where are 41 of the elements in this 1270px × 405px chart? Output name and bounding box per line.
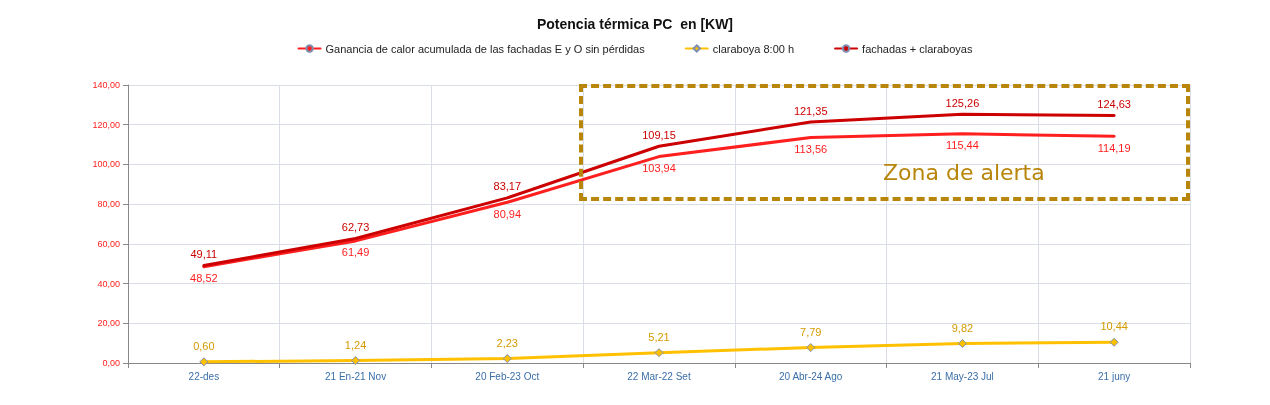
y-tick-label: 0,00 (102, 358, 120, 368)
y-tick-label: 40,00 (97, 278, 120, 289)
y-tick-label: 60,00 (97, 238, 120, 249)
data-label: 2,23 (496, 336, 518, 349)
annotation: Zona de alerta (883, 160, 1045, 185)
data-label: 115,44 (946, 139, 979, 152)
y-tick-label: 80,00 (97, 199, 120, 210)
data-label: 124,63 (1097, 98, 1131, 111)
y-tick-label: 120,00 (92, 119, 120, 130)
x-tick-label: 20 Abr-24 Ago (779, 370, 843, 382)
x-tick-label: 22-des (188, 370, 220, 382)
x-tick-label: 21 En-21 Nov (324, 370, 387, 382)
y-tick-label: 20,00 (97, 318, 120, 329)
legend-label: fachadas + claraboyas (862, 42, 973, 55)
x-tick-label: 21 May-23 Jul (931, 370, 994, 382)
data-label: 121,35 (793, 104, 828, 117)
data-label: 10,44 (1100, 320, 1128, 333)
legend-label: Ganancia de calor acumulada de las fachadas E y O sin pérdidas (325, 42, 646, 55)
data-label: 83,17 (493, 180, 522, 193)
data-label: 48,52 (190, 272, 218, 285)
data-label: 49,11 (190, 247, 218, 260)
legend-label: claraboya 8:00 h (712, 42, 795, 55)
x-tick-label: 21 juny (1098, 370, 1131, 382)
data-label: 9,82 (951, 321, 974, 334)
data-label: 5,21 (648, 330, 670, 343)
data-label: 125,26 (945, 96, 980, 109)
data-label: 114,19 (1097, 141, 1131, 154)
data-label: 80,94 (493, 207, 522, 220)
x-tick-label: 20 Feb-23 Oct (475, 370, 540, 382)
data-label: 7,79 (800, 325, 822, 338)
data-label: 61,49 (341, 246, 370, 259)
data-label: 109,15 (642, 128, 676, 141)
data-label: 113,56 (794, 143, 828, 155)
data-label: 103,94 (642, 162, 676, 175)
y-tick-label: 100,00 (92, 159, 120, 170)
chart-title: Potencia térmica PC en [KW] (536, 16, 734, 32)
x-tick-label: 22 Mar-22 Set (627, 370, 691, 382)
data-label: 62,73 (341, 220, 370, 233)
data-label: 1,24 (344, 338, 367, 351)
y-tick-label: 140,00 (92, 80, 120, 90)
data-label: 0,60 (193, 339, 215, 352)
